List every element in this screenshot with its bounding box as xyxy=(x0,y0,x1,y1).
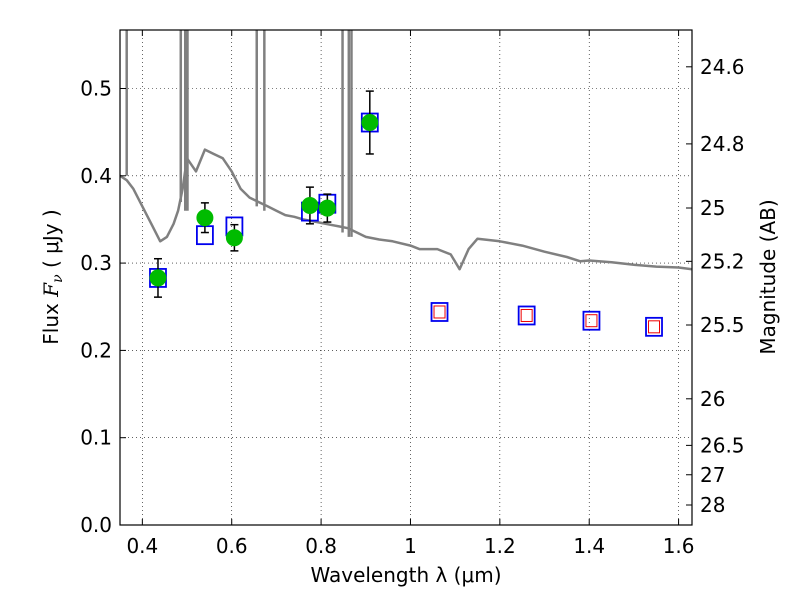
x-tick-label: 1.2 xyxy=(484,534,516,558)
photometry-points xyxy=(149,90,663,337)
x-tick-label: 1 xyxy=(404,534,417,558)
model-photometry-square xyxy=(645,316,663,337)
y-tick-label: 0.4 xyxy=(80,164,112,188)
right-tick-label: 25.2 xyxy=(700,249,745,273)
observed-point xyxy=(225,229,243,247)
y-tick-label: 0.0 xyxy=(80,513,112,537)
right-tick-label: 25 xyxy=(700,196,725,220)
right-tick-label: 27 xyxy=(700,463,725,487)
y-axis-label-nu-subscript: ν xyxy=(50,274,66,283)
predicted-nir-square xyxy=(648,320,661,334)
spectrum-line xyxy=(120,148,692,271)
x-tick-label: 0.4 xyxy=(126,534,158,558)
right-tick-label: 24.6 xyxy=(700,55,745,79)
model-photometry-square xyxy=(582,310,601,331)
axis-ticks: 0.4 0.6 0.8 1 1.2 1.4 1.6 0.0 0.1 0.2 0.3 0.4 0.5 24.… xyxy=(80,30,745,558)
right-tick-label: 28 xyxy=(700,493,725,517)
y-tick-label: 0.1 xyxy=(80,426,112,450)
x-tick-label: 0.6 xyxy=(216,534,248,558)
x-tick-label: 0.8 xyxy=(305,534,337,558)
predicted-nir-square xyxy=(585,314,598,328)
x-tick-label: 1.6 xyxy=(663,534,695,558)
model-photometry-square xyxy=(517,305,536,326)
y-axis-label-right: Magnitude (AB) xyxy=(756,199,780,354)
observed-point xyxy=(361,114,379,132)
observed-point xyxy=(318,199,336,217)
model-photometry-square xyxy=(430,302,449,322)
y-tick-label: 0.3 xyxy=(80,251,112,275)
observed-point xyxy=(149,269,167,287)
predicted-nir-square xyxy=(520,308,533,322)
right-tick-label: 24.8 xyxy=(700,132,745,156)
plot-frame xyxy=(119,29,693,526)
observed-point xyxy=(196,209,214,227)
right-tick-label: 26.5 xyxy=(700,433,745,457)
x-axis-label: Wavelength λ (μm) xyxy=(310,563,501,587)
observed-point xyxy=(301,196,319,214)
predicted-nir-square xyxy=(433,305,446,319)
y-axis-label-left: Flux Fν ( μJy ) xyxy=(39,209,66,344)
x-tick-label: 1.4 xyxy=(573,534,605,558)
y-tick-label: 0.5 xyxy=(80,76,112,100)
model-spectrum xyxy=(120,30,692,271)
right-tick-label: 25.5 xyxy=(700,313,745,337)
right-tick-label: 26 xyxy=(700,387,725,411)
y-axis-label-flux: Flux xyxy=(39,297,63,345)
y-axis-label-units: ( μJy ) xyxy=(39,209,63,274)
grid-lines xyxy=(120,30,692,526)
y-tick-label: 0.2 xyxy=(80,338,112,362)
y-axis-label-fnu-symbol: F xyxy=(39,282,63,298)
